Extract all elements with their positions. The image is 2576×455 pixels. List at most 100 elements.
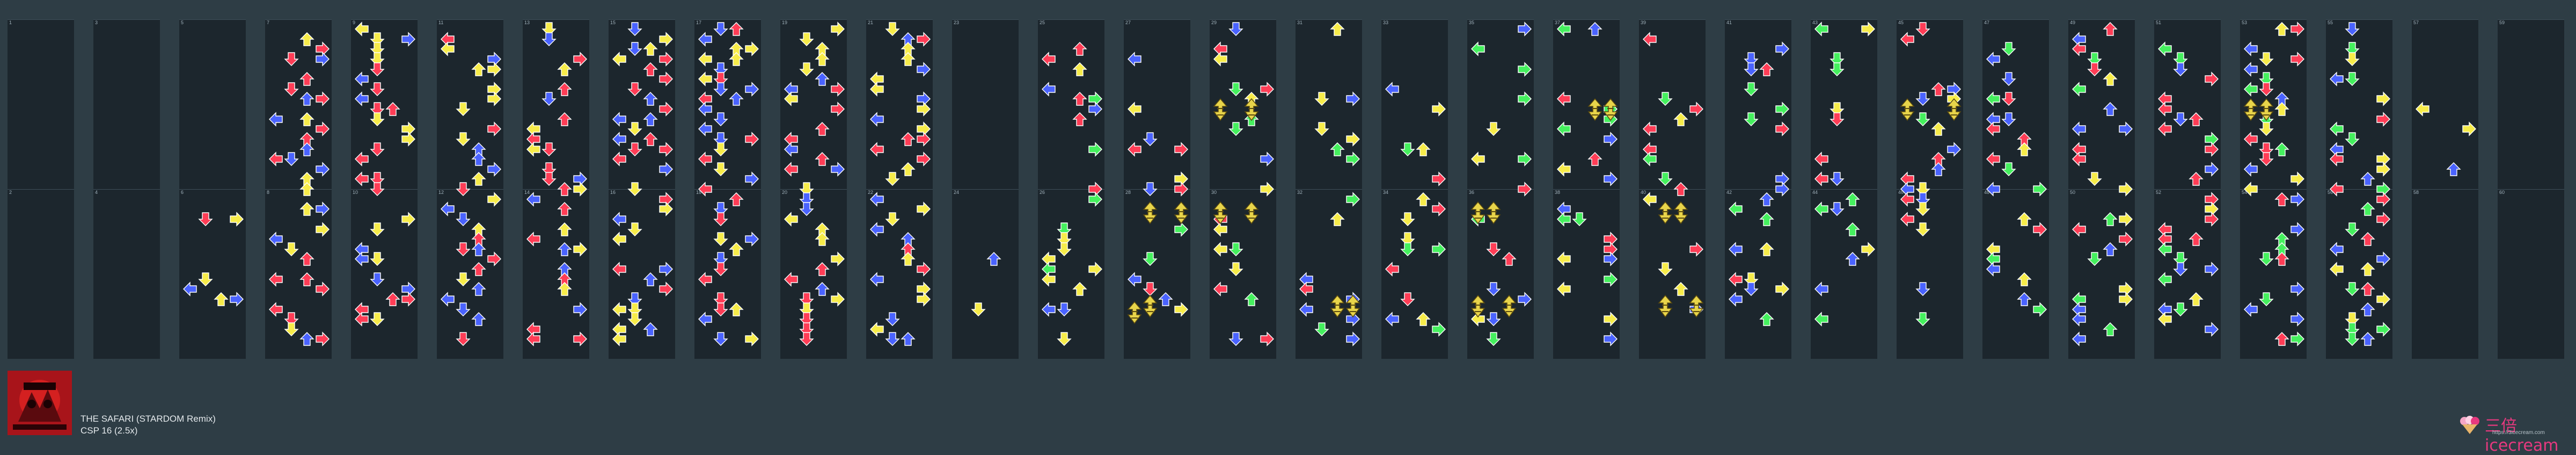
- measure-number: 17: [696, 20, 702, 25]
- measure-line: [2326, 189, 2392, 190]
- left-arrow-icon: [354, 71, 369, 86]
- chart-column: 15 16: [609, 19, 675, 359]
- right-arrow-icon: [1345, 331, 1360, 347]
- down-arrow-icon: [2087, 171, 2102, 186]
- measure-line: [952, 19, 1019, 20]
- left-arrow-icon: [1986, 52, 2001, 67]
- down-arrow-icon: [713, 232, 728, 247]
- left-arrow-icon: [268, 111, 283, 127]
- left-arrow-icon: [1642, 151, 1657, 167]
- measure-number: 59: [2499, 20, 2505, 25]
- down-arrow-icon: [799, 331, 814, 346]
- left-arrow-icon: [268, 301, 283, 317]
- right-arrow-icon: [1775, 102, 1790, 117]
- down-arrow-icon: [2345, 52, 2360, 67]
- right-arrow-icon: [1345, 91, 1360, 107]
- down-arrow-icon: [627, 312, 642, 327]
- left-arrow-icon: [2329, 242, 2344, 257]
- down-arrow-icon: [2173, 62, 2188, 77]
- down-arrow-icon: [2001, 91, 2016, 106]
- measure-number: 56: [2328, 190, 2333, 195]
- up-arrow-icon: [2103, 102, 2118, 117]
- measure-line: [2154, 19, 2221, 20]
- left-arrow-icon: [612, 132, 627, 147]
- down-arrow-icon: [627, 222, 642, 237]
- down-arrow-icon: [456, 272, 471, 287]
- up-arrow-icon: [2103, 242, 2118, 257]
- down-arrow-icon: [627, 182, 642, 197]
- left-arrow-icon: [698, 102, 713, 117]
- down-arrow-icon: [713, 212, 728, 227]
- right-arrow-icon: [2118, 292, 2133, 307]
- up-arrow-icon: [901, 52, 916, 67]
- up-arrow-icon: [815, 71, 830, 86]
- right-arrow-icon: [315, 91, 330, 107]
- left-arrow-icon: [1728, 292, 1743, 307]
- left-arrow-icon: [1213, 281, 1228, 297]
- right-arrow-icon: [1861, 21, 1876, 37]
- right-arrow-icon: [830, 162, 845, 177]
- right-arrow-icon: [830, 251, 845, 267]
- up-arrow-icon: [299, 182, 314, 197]
- measure-line: [265, 19, 332, 20]
- measure-line: [265, 189, 332, 190]
- down-arrow-icon: [885, 312, 900, 327]
- measure-line: [179, 19, 246, 20]
- up-arrow-icon: [1931, 121, 1946, 136]
- right-arrow-icon: [744, 171, 759, 187]
- right-arrow-icon: [1431, 242, 1446, 257]
- measure-line: [1982, 189, 2049, 190]
- measure-line: [179, 189, 246, 190]
- left-arrow-icon: [526, 232, 541, 247]
- down-arrow-icon: [2345, 132, 2360, 147]
- down-arrow-icon: [1486, 281, 1501, 297]
- chart-column: 31 32: [1296, 19, 1362, 359]
- measure-number: 2: [9, 190, 12, 195]
- right-arrow-icon: [1260, 182, 1275, 197]
- up-arrow-icon: [557, 222, 572, 237]
- up-arrow-icon: [385, 102, 400, 117]
- right-arrow-icon: [2290, 171, 2305, 187]
- up-arrow-icon: [729, 192, 744, 207]
- up-arrow-icon: [557, 242, 572, 257]
- down-arrow-icon: [1228, 82, 1243, 97]
- measure-line: [1124, 19, 1190, 20]
- up-arrow-icon: [2274, 251, 2289, 266]
- left-arrow-icon: [869, 191, 884, 207]
- measure-number: 26: [1040, 190, 1045, 195]
- up-arrow-icon: [729, 21, 744, 37]
- right-arrow-icon: [916, 151, 931, 167]
- measure-line: [1725, 189, 1791, 190]
- right-arrow-icon: [2376, 162, 2391, 177]
- up-arrow-icon: [2189, 171, 2204, 186]
- measure-number: 43: [1812, 20, 1818, 25]
- brand-logo[interactable]: 三倍icecream https://3icecream.com: [2458, 413, 2565, 455]
- right-arrow-icon: [315, 201, 330, 216]
- down-arrow-icon: [799, 32, 814, 47]
- left-arrow-icon: [1299, 301, 1314, 317]
- measure-number: 57: [2413, 20, 2419, 25]
- up-arrow-icon: [643, 112, 658, 127]
- up-arrow-icon: [2274, 331, 2289, 346]
- measure-number: 35: [1469, 20, 1475, 25]
- down-arrow-icon: [1228, 242, 1243, 257]
- left-arrow-icon: [1814, 201, 1829, 216]
- measure-line: [1124, 189, 1190, 190]
- right-arrow-icon: [658, 52, 674, 67]
- up-arrow-icon: [1330, 212, 1345, 227]
- shock-arrow-icon: [1213, 201, 1228, 225]
- down-arrow-icon: [198, 272, 213, 287]
- measure-number: 52: [2156, 190, 2162, 195]
- measure-line: [2412, 189, 2478, 190]
- left-arrow-icon: [1127, 102, 1142, 117]
- down-arrow-icon: [1143, 132, 1158, 147]
- measure-line: [8, 19, 74, 20]
- right-arrow-icon: [315, 52, 330, 67]
- shock-arrow-icon: [1127, 301, 1142, 324]
- up-arrow-icon: [299, 251, 314, 266]
- up-arrow-icon: [1416, 192, 1431, 207]
